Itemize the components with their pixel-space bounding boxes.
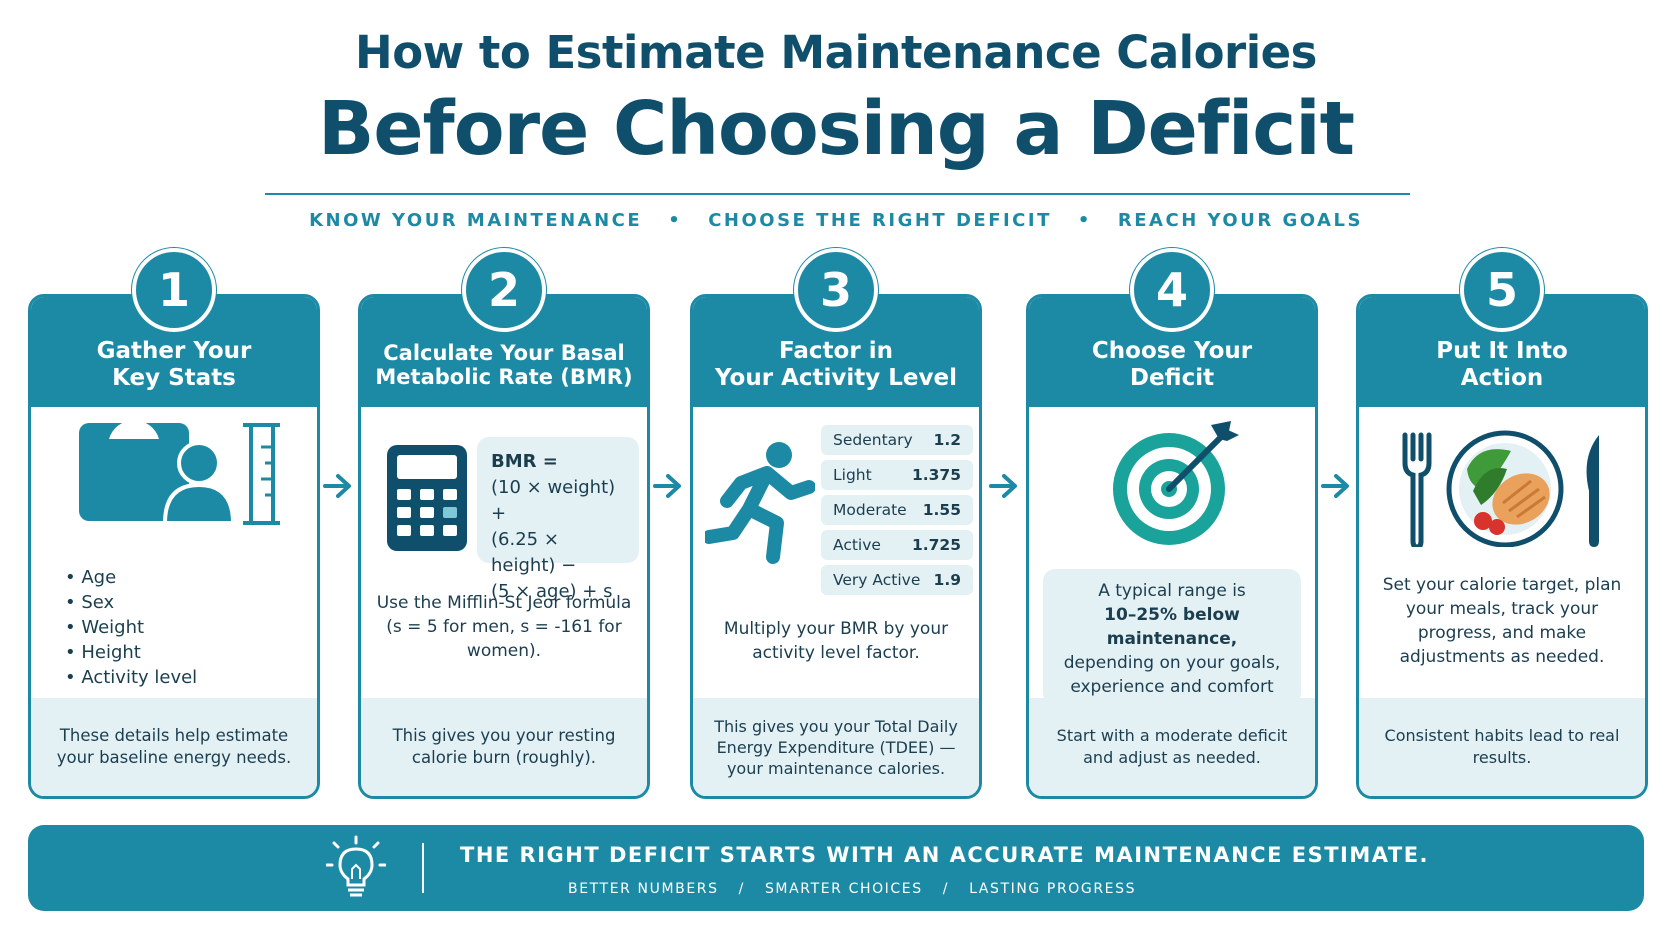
formula-line: (5 × age) + s [491,581,613,602]
step-card-4: Choose Your Deficit A typical range is 1… [1026,294,1318,799]
bmr-formula: BMR = (10 × weight) + (6.25 × height) − … [477,437,639,602]
banner-divider [422,843,424,893]
lightbulb-icon [326,835,386,897]
step-title: Choose Your Deficit [1029,297,1315,407]
banner-sub-separator: / [738,881,745,897]
page-title-line2: Before Choosing a Deficit [317,86,1355,172]
table-row: Sedentary 1.2 [821,425,973,455]
step-footer: These details help estimate your baselin… [31,698,317,796]
step-number: 1 [132,248,216,332]
tagline-separator: • [668,210,683,231]
list-item: Age [65,565,197,590]
calculator-icon [387,445,467,551]
scale-person-ruler-icon [79,420,280,525]
arrow-right-icon [323,474,351,498]
page-title-line1: How to Estimate Maintenance Calories [355,26,1317,79]
banner-sub-item: SMARTER CHOICES [764,881,923,897]
range-value: 10–25% below maintenance, [1104,605,1240,649]
bottom-banner: THE RIGHT DEFICIT STARTS WITH AN ACCURAT… [28,825,1644,911]
step-number: 2 [462,248,546,332]
activity-label: Very Active [833,571,921,589]
banner-subline: BETTER NUMBERS / SMARTER CHOICES / LASTI… [568,881,1136,897]
step-body: Set your calorie target, plan your meals… [1382,575,1622,667]
banner-headline: THE RIGHT DEFICIT STARTS WITH AN ACCURAT… [460,843,1430,867]
plate-fork-knife-icon [1402,430,1599,547]
banner-sub-separator: / [942,881,950,897]
step-card-5: Put It Into Action Set your calorie targ… [1356,294,1648,799]
step-number: 3 [794,248,878,332]
activity-table: Sedentary 1.2 Light 1.375 Moderate 1.55 Act… [821,425,973,600]
step-body: Multiply your BMR by your activity level… [723,619,949,663]
tagline-item: KNOW YOUR MAINTENANCE [309,210,643,231]
arrow-right-icon [1321,474,1349,498]
activity-factor: 1.9 [933,571,961,589]
step-card-3: Factor in Your Activity Level Sedentary 1… [690,294,982,799]
table-row: Very Active 1.9 [821,565,973,595]
activity-label: Moderate [833,501,907,519]
table-row: Moderate 1.55 [821,495,973,525]
step-footer: Consistent habits lead to real results. [1359,698,1645,796]
step-footer: This gives you your resting calorie burn… [361,698,647,796]
activity-label: Light [833,466,872,484]
table-row: Light 1.375 [821,460,973,490]
activity-factor: 1.375 [911,466,961,484]
step-number: 5 [1460,248,1544,332]
title-divider [265,193,1410,195]
arrow-right-icon [989,474,1017,498]
formula-line: (10 × weight) + [491,477,616,524]
list-item: Height [65,640,197,665]
arrow-right-icon [653,474,681,498]
range-intro: A typical range is [1098,581,1246,601]
step-card-2: Calculate Your Basal Metabolic Rate (BMR… [358,294,650,799]
step-footer: Start with a moderate deficit and adjust… [1029,698,1315,796]
activity-factor: 1.2 [933,431,961,449]
list-item: Weight [65,615,197,640]
activity-label: Sedentary [833,431,913,449]
step-footer: This gives you your Total Daily Energy E… [693,698,979,796]
list-item: Sex [65,590,197,615]
formula-title: BMR = [491,451,558,472]
banner-sub-item: BETTER NUMBERS [568,881,719,897]
step-body: Use the Mifflin-St Jeor formula (s = 5 f… [376,593,632,661]
stats-list: Age Sex Weight Height Activity level [65,565,197,690]
tagline-item: REACH YOUR GOALS [1117,210,1363,231]
activity-label: Active [833,536,881,554]
runner-icon [705,442,815,564]
tagline-separator: • [1077,210,1092,231]
activity-factor: 1.725 [911,536,961,554]
deficit-range-box: A typical range is 10–25% below maintena… [1043,569,1301,721]
list-item: Activity level [65,665,197,690]
step-card-1: Gather Your Key Stats Age Sex Weight Hei… [28,294,320,799]
table-row: Active 1.725 [821,530,973,560]
tagline-item: CHOOSE THE RIGHT DEFICIT [708,210,1052,231]
banner-sub-item: LASTING PROGRESS [969,881,1137,897]
target-arrow-icon [1113,421,1239,545]
activity-factor: 1.55 [922,501,961,519]
tagline: KNOW YOUR MAINTENANCE • CHOOSE THE RIGHT… [0,210,1672,231]
formula-line: (6.25 × height) − [491,529,577,576]
step-number: 4 [1130,248,1214,332]
